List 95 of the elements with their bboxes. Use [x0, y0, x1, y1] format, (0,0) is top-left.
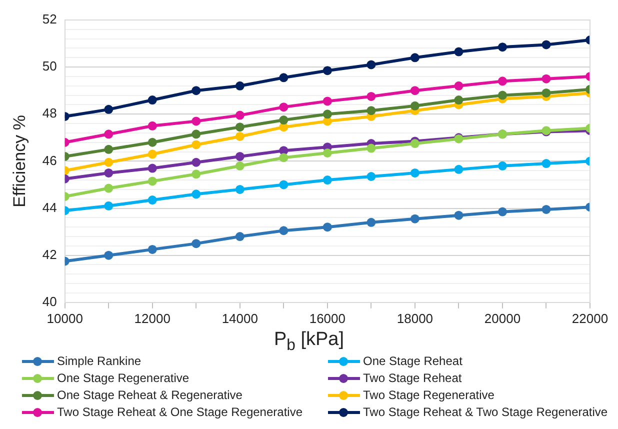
point [366, 106, 376, 116]
point [366, 218, 376, 227]
point [104, 250, 114, 260]
point [498, 76, 507, 86]
point [148, 196, 157, 205]
point [498, 90, 507, 100]
point [366, 92, 376, 101]
point [104, 201, 114, 210]
point [192, 130, 201, 139]
point [148, 176, 157, 186]
point [322, 66, 332, 76]
point [235, 132, 244, 141]
legend-label: Two Stage Reheat & Two Stage Regenerative [363, 404, 608, 418]
x-axis-title: P$_{b}$ [kPa] [272, 328, 346, 354]
point [454, 164, 464, 174]
point [366, 60, 376, 70]
point [279, 180, 288, 190]
y-tick-label: 44 [42, 200, 57, 215]
point [322, 176, 332, 185]
point [366, 172, 376, 181]
point [410, 53, 420, 62]
point [410, 101, 420, 110]
point [542, 74, 551, 84]
point [192, 116, 201, 126]
point [104, 144, 114, 154]
y-axis-title: Efficiency % [10, 115, 29, 208]
point [542, 40, 551, 50]
point [542, 159, 551, 168]
x-tick-label: 16000 [309, 310, 346, 326]
point [498, 207, 507, 216]
legend-label: Two Stage Regenerative [363, 388, 494, 402]
y-tick-label: 48 [42, 106, 57, 121]
legend-label: Two Stage Reheat & One Stage Regenerative [57, 404, 302, 418]
point [104, 104, 114, 114]
point [148, 164, 157, 173]
point [192, 158, 201, 167]
point [148, 96, 157, 105]
point [454, 96, 464, 105]
point [235, 184, 244, 194]
point [192, 190, 201, 199]
point [235, 110, 244, 120]
point [104, 158, 114, 167]
legend-label: Two Stage Reheat [363, 370, 462, 384]
legend-label: One Stage Regenerative [57, 370, 190, 384]
x-tick-label: 10000 [46, 310, 83, 326]
y-tick-label: 42 [42, 246, 57, 262]
y-tick-label: 46 [42, 152, 57, 168]
point [410, 139, 420, 148]
point [104, 130, 114, 139]
point [279, 102, 288, 112]
point [235, 161, 244, 170]
y-tick-label: 50 [42, 58, 57, 74]
point [104, 168, 114, 178]
point [192, 86, 201, 96]
point [235, 152, 244, 161]
point [322, 148, 332, 158]
x-tick-label: 22000 [572, 310, 608, 326]
point [192, 239, 201, 248]
point [542, 204, 551, 214]
y-tick-label: 52 [42, 12, 57, 27]
point [235, 232, 244, 242]
point [366, 144, 376, 153]
point [410, 168, 420, 178]
point [279, 226, 288, 236]
point [148, 121, 157, 130]
point [498, 42, 507, 52]
point [410, 86, 420, 96]
point [454, 81, 464, 90]
x-tick-label: 18000 [396, 310, 434, 326]
legend-label: Simple Rankine [57, 354, 142, 368]
point [322, 222, 332, 232]
point [454, 210, 464, 220]
legend-label: One Stage Reheat [363, 354, 462, 368]
x-tick-label: 14000 [222, 310, 258, 326]
point [279, 116, 288, 125]
point [148, 138, 157, 147]
point [104, 184, 114, 193]
point [192, 140, 201, 150]
point [279, 73, 288, 82]
point [279, 153, 288, 162]
point [498, 161, 507, 170]
point [410, 214, 420, 224]
point [542, 88, 551, 98]
y-tick-label: 40 [42, 294, 57, 309]
point [192, 170, 201, 179]
legend-label: One Stage Reheat & Regenerative [57, 388, 242, 402]
point [148, 244, 157, 254]
x-tick-label: 12000 [134, 310, 170, 326]
point [322, 96, 332, 106]
point [454, 47, 464, 56]
point [235, 122, 244, 132]
point [235, 81, 244, 90]
x-tick-label: 20000 [484, 310, 521, 326]
point [148, 150, 157, 159]
point [322, 110, 332, 119]
